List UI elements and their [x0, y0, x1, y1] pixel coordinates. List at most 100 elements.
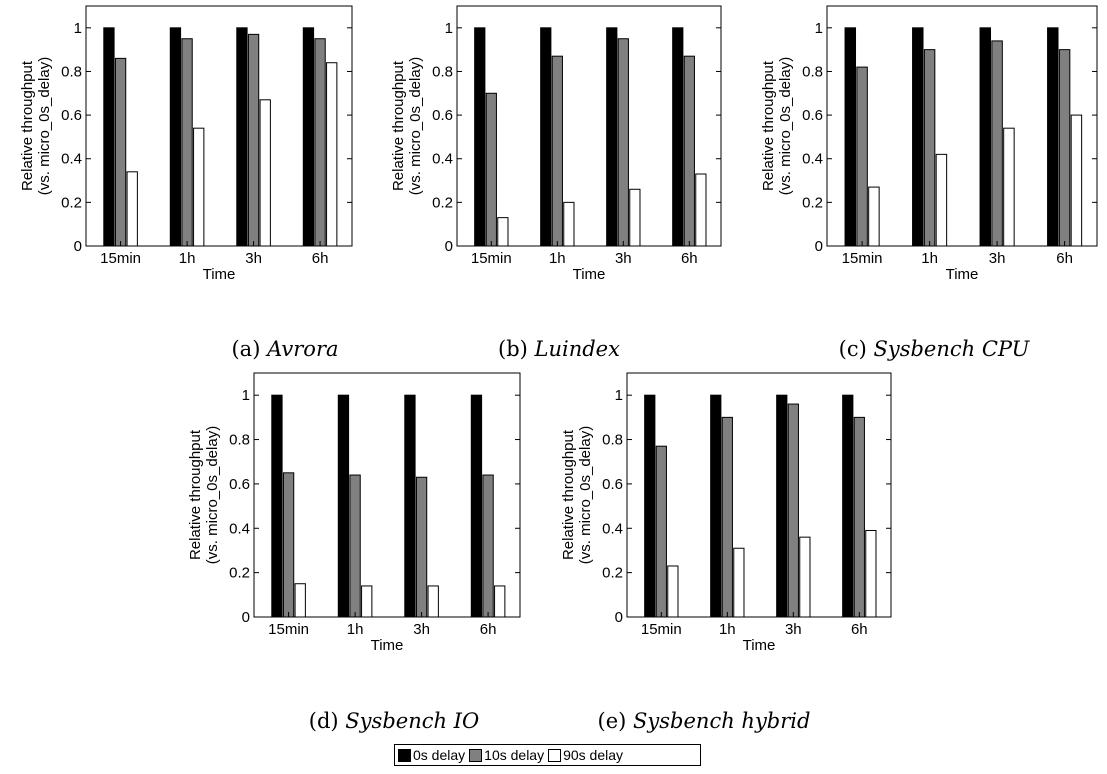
bar-0s-delay-3h — [979, 27, 992, 247]
legend-item-90s-delay: 90s delay — [548, 747, 623, 763]
bar-10s-delay-3h — [617, 38, 629, 247]
bar-10s-delay-3h — [991, 40, 1003, 247]
x-tick-label: 1h — [921, 250, 938, 267]
y-tick-label: 1 — [815, 20, 823, 37]
bar-90s-delay-3h — [1003, 127, 1015, 247]
bar-0s-delay-15min — [474, 27, 486, 247]
subfigure-caption: (b) Luindex — [498, 337, 620, 361]
y-axis-label-line2: (vs. micro_0s_delay) — [204, 426, 221, 564]
y-axis-label-line1: Relative throughput — [760, 60, 777, 191]
caption-name: Sysbench hybrid — [633, 709, 810, 733]
y-tick-label: 0.8 — [432, 63, 453, 80]
bar-10s-delay-15min — [856, 66, 868, 247]
x-tick-label: 6h — [312, 250, 329, 267]
x-tick-label: 15min — [842, 250, 883, 267]
y-tick-label: 0.4 — [602, 520, 623, 537]
y-tick-label: 0 — [615, 609, 623, 626]
bar-90s-delay-1h — [733, 547, 745, 618]
bar-0s-delay-6h — [1047, 27, 1059, 247]
legend-label-10s-delay: 10s delay — [484, 747, 545, 763]
x-tick-label: 15min — [471, 250, 512, 267]
y-tick-label: 0.6 — [802, 107, 823, 124]
bar-10s-delay-15min — [114, 57, 127, 247]
y-tick-label: 0 — [74, 238, 82, 255]
bar-10s-delay-1h — [923, 49, 936, 247]
bar-10s-delay-3h — [247, 33, 260, 247]
x-axis-label: Time — [371, 637, 404, 654]
x-axis-label: Time — [203, 266, 236, 283]
x-tick-label: 3h — [245, 250, 262, 267]
caption-name: Sysbench IO — [345, 709, 479, 733]
bar-10s-delay-6h — [482, 474, 494, 618]
y-tick-label: 0.2 — [229, 565, 250, 582]
y-tick-label: 0 — [242, 609, 250, 626]
bar-0s-delay-15min — [644, 394, 656, 618]
chart-panel-d: 0 0.2 0.4 0.6 0.8 1 15min 1h 3h 6h Time Relative th… — [187, 372, 521, 733]
bar-90s-delay-1h — [563, 201, 575, 247]
bar-90s-delay-1h — [193, 127, 205, 247]
bar-10s-delay-15min — [485, 92, 497, 247]
y-tick-label: 0.6 — [229, 476, 250, 493]
caption-label: (b) — [498, 337, 535, 361]
bar-10s-delay-1h — [349, 474, 361, 618]
bar-0s-delay-1h — [337, 394, 350, 618]
bar-10s-delay-1h — [551, 55, 563, 247]
x-tick-label: 3h — [413, 621, 430, 638]
y-axis-label-line1: Relative throughput — [19, 60, 36, 191]
x-tick-label: 3h — [989, 250, 1006, 267]
y-tick-label: 0.4 — [432, 151, 453, 168]
bar-10s-delay-6h — [683, 55, 695, 247]
bar-10s-delay-6h — [314, 38, 326, 247]
x-tick-label: 1h — [719, 621, 736, 638]
y-tick-label: 0.8 — [61, 63, 82, 80]
y-tick-label: 0.4 — [61, 151, 82, 168]
x-axis-label: Time — [946, 266, 979, 283]
y-tick-label: 0 — [445, 238, 453, 255]
x-tick-label: 15min — [268, 621, 309, 638]
y-tick-label: 0.4 — [802, 151, 823, 168]
bar-90s-delay-6h — [494, 585, 506, 618]
y-tick-label: 0 — [815, 238, 823, 255]
y-tick-label: 1 — [74, 20, 82, 37]
bar-90s-delay-15min — [667, 565, 679, 618]
y-axis-label-line1: Relative throughput — [187, 429, 204, 560]
bar-0s-delay-3h — [404, 394, 416, 618]
bar-90s-delay-1h — [935, 153, 948, 247]
bar-0s-delay-1h — [912, 27, 924, 247]
x-tick-label: 15min — [641, 621, 682, 638]
bar-90s-delay-15min — [868, 186, 880, 247]
subfigure-caption: (c) Sysbench CPU — [839, 337, 1031, 361]
legend-item-0s-delay: 0s delay — [398, 747, 465, 763]
legend-label-0s-delay: 0s delay — [413, 747, 466, 763]
caption-label: (a) — [231, 337, 267, 361]
y-tick-label: 0.8 — [602, 432, 623, 449]
chart-panel-c: 0 0.2 0.4 0.6 0.8 1 15min 1h 3h 6h Time Relative th… — [760, 5, 1098, 361]
bar-90s-delay-3h — [629, 188, 641, 247]
y-axis-label-line2: (vs. micro_0s_delay) — [577, 426, 594, 564]
legend-item-10s-delay: 10s delay — [469, 747, 544, 763]
legend-label-90s-delay: 90s delay — [563, 747, 624, 763]
chart-panel-a: 0 0.2 0.4 0.6 0.8 1 15min 1h 3h 6h Time Relative th… — [19, 5, 353, 361]
subfigure-caption: (a) Avrora — [231, 337, 338, 361]
bar-0s-delay-15min — [103, 27, 115, 247]
legend-swatch-90s-delay — [548, 748, 562, 762]
x-tick-label: 3h — [785, 621, 802, 638]
caption-name: Sysbench CPU — [873, 337, 1030, 361]
bar-90s-delay-6h — [865, 529, 877, 618]
x-tick-label: 15min — [100, 250, 141, 267]
bar-90s-delay-6h — [695, 173, 707, 247]
bar-90s-delay-3h — [259, 99, 271, 247]
bar-90s-delay-3h — [427, 585, 439, 618]
x-tick-label: 1h — [549, 250, 566, 267]
x-tick-label: 6h — [681, 250, 698, 267]
bar-0s-delay-15min — [271, 394, 283, 618]
chart-panel-b: 0 0.2 0.4 0.6 0.8 1 15min 1h 3h 6h Time Relative th… — [390, 5, 722, 361]
legend-swatch-0s-delay — [398, 748, 411, 762]
bar-10s-delay-1h — [181, 38, 193, 247]
bar-0s-delay-1h — [710, 394, 722, 618]
x-tick-label: 3h — [615, 250, 632, 267]
caption-name: Avrora — [265, 337, 338, 361]
x-tick-label: 6h — [1056, 250, 1073, 267]
bar-0s-delay-6h — [842, 394, 854, 618]
